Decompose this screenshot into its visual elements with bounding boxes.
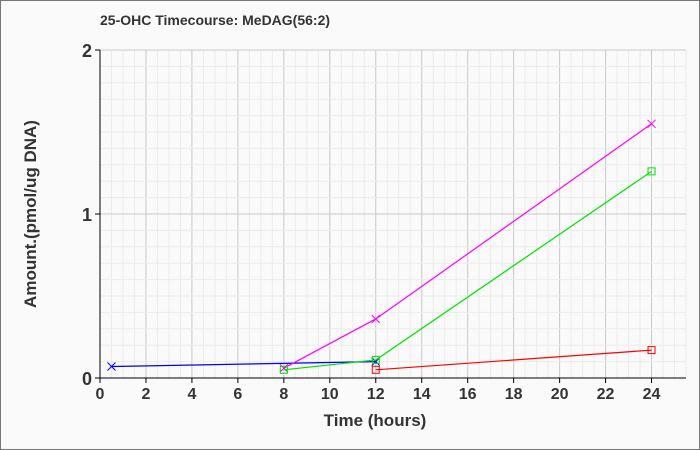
chart-title: 25-OHC Timecourse: MeDAG(56:2) [100, 12, 330, 28]
x-tick-label: 10 [321, 386, 339, 403]
x-tick-label: 2 [142, 386, 151, 403]
data-point-square [647, 346, 656, 355]
data-point-square [371, 365, 380, 374]
x-axis-label: Time (hours) [324, 411, 427, 430]
data-point-x [371, 314, 381, 324]
x-tick-label: 4 [187, 386, 196, 403]
y-tick-label: 2 [82, 41, 92, 61]
series-line [283, 170, 652, 371]
x-tick-label: 18 [505, 386, 523, 403]
x-tick-label: 14 [413, 386, 431, 403]
data-point-square [279, 365, 288, 374]
x-tick-label: 24 [643, 386, 661, 403]
y-tick-label: 1 [82, 205, 92, 225]
x-tick-label: 22 [597, 386, 615, 403]
data-point-x [647, 119, 656, 129]
x-tick-label: 20 [551, 386, 569, 403]
x-tick-label: 16 [459, 386, 477, 403]
x-tick-label: 6 [233, 386, 242, 403]
series-line [111, 361, 376, 368]
data-point-square [371, 355, 380, 364]
y-tick-label: 0 [82, 369, 92, 389]
x-tick-label: 0 [96, 386, 105, 403]
data-point-x [371, 357, 381, 366]
series-line [375, 349, 652, 371]
data-point-x [107, 362, 116, 371]
y-axis-label: Amount.(pmol/ug DNA) [21, 120, 40, 308]
data-point-square [647, 167, 656, 176]
x-tick-label: 12 [367, 386, 385, 403]
x-tick-label: 8 [279, 386, 288, 403]
data-point-x [279, 363, 289, 373]
